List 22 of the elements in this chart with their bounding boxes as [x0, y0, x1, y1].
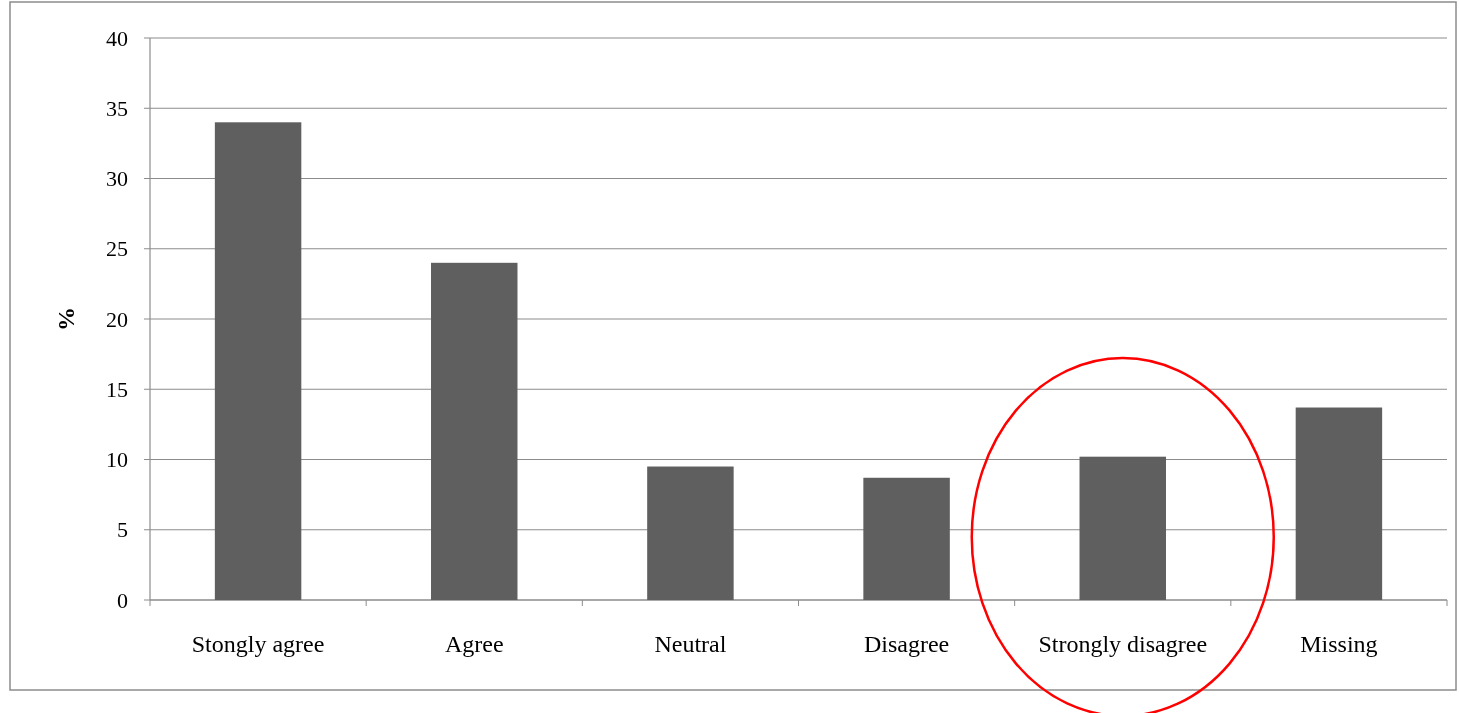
bar [647, 466, 734, 600]
bar [1295, 407, 1383, 600]
y-tick-label: 30 [106, 166, 128, 192]
x-tick-label: Missing [1300, 631, 1378, 657]
y-tick-label: 20 [106, 306, 128, 332]
x-tick-label: Agree [444, 631, 504, 657]
bar [863, 477, 950, 600]
y-tick-label: 10 [106, 447, 128, 473]
x-tick-label: Disagree [863, 631, 950, 657]
y-tick-label: 15 [106, 376, 128, 402]
bar [1079, 456, 1166, 600]
y-tick-label: 40 [106, 25, 128, 51]
y-tick-label: 25 [106, 236, 128, 262]
y-axis-title: % [53, 307, 80, 331]
x-tick-label: Stongly agree [191, 631, 325, 657]
x-tick-label: Neutral [654, 631, 727, 657]
bar [431, 262, 518, 600]
bar [214, 122, 302, 600]
y-tick-label: 5 [117, 517, 128, 543]
y-tick-label: 35 [106, 95, 128, 121]
x-tick-label: Strongly disagree [1038, 631, 1208, 657]
y-tick-label: 0 [117, 587, 128, 613]
